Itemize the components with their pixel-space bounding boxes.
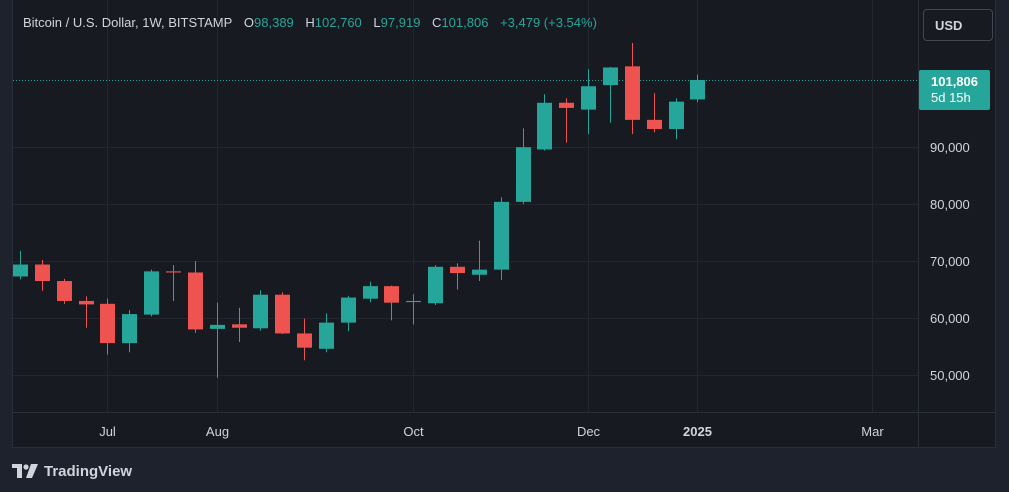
candle [188, 261, 203, 333]
candle-body [341, 297, 356, 323]
candle-body [35, 264, 50, 282]
candle [210, 302, 225, 378]
candle-body [13, 264, 28, 277]
candle [406, 294, 421, 325]
open-value: 98,389 [254, 15, 294, 30]
candle [384, 285, 399, 321]
x-tick-label: 2025 [683, 424, 712, 439]
last-price-value: 101,806 [931, 74, 978, 89]
candle-body [428, 266, 443, 304]
candle [35, 259, 50, 291]
x-tick-label: Oct [403, 424, 424, 439]
candle [537, 94, 552, 151]
x-tick-label: Aug [206, 424, 229, 439]
candle-body [297, 333, 312, 348]
candle [297, 318, 312, 361]
x-tick-label: Mar [861, 424, 884, 439]
x-tick-label: Jul [99, 424, 116, 439]
candle-body [537, 102, 552, 150]
low-value: 97,919 [380, 15, 421, 30]
candle [581, 69, 596, 135]
candle [494, 197, 509, 280]
low-label: L [373, 15, 381, 30]
open-label: O [243, 15, 255, 30]
y-tick-label: 50,000 [930, 368, 970, 383]
branding-name: TradingView [44, 462, 133, 480]
candle [625, 42, 640, 135]
candle [428, 265, 443, 305]
close-label: C [432, 15, 442, 30]
candle [647, 93, 662, 133]
candle [79, 296, 94, 328]
y-tick-label: 90,000 [930, 140, 970, 155]
candle [669, 98, 684, 140]
x-tick-label: Dec [577, 424, 601, 439]
candle [559, 98, 574, 143]
high-value: 102,760 [314, 15, 362, 30]
candle-body [494, 201, 509, 270]
y-tick-label: 70,000 [930, 254, 970, 269]
candle-body [144, 271, 159, 315]
candle-body [232, 324, 247, 328]
candle [275, 292, 290, 334]
candle-body [166, 271, 181, 273]
candle [690, 74, 705, 103]
y-tick-label: 80,000 [930, 197, 970, 212]
candle-body [472, 269, 487, 275]
tradingview-branding[interactable]: TradingView [12, 460, 132, 482]
y-tick-label: 60,000 [930, 311, 970, 326]
candlestick-chart[interactable]: 50,000 60,000 70,000 80,000 90,000 Jul Aug Oct D… [0, 0, 1009, 448]
candle [166, 265, 181, 301]
candle-body [210, 324, 225, 329]
candle-body [450, 266, 465, 274]
candle-body [603, 67, 618, 86]
candle-body [253, 294, 268, 329]
candle-body [625, 66, 640, 120]
candle-body [516, 147, 531, 202]
candle [603, 66, 618, 123]
candle-body [581, 86, 596, 110]
candle [363, 281, 378, 303]
candle [341, 295, 356, 332]
candle-body [188, 272, 203, 330]
candle [13, 250, 28, 280]
symbol-legend: Bitcoin / U.S. Dollar, 1W, BITSTAMP O98,… [23, 15, 597, 30]
bar-countdown: 5d 15h [931, 90, 971, 105]
candle-body [363, 286, 378, 299]
candle-body [406, 300, 421, 303]
candle [319, 313, 334, 353]
candle-body [79, 300, 94, 305]
candle-body [690, 79, 705, 100]
candle-body [669, 101, 684, 129]
axis-layer: 50,000 60,000 70,000 80,000 90,000 Jul Aug Oct D… [99, 140, 970, 439]
candle [516, 128, 531, 205]
candle-body [122, 314, 137, 344]
candle-layer [13, 42, 705, 378]
close-value: 101,806 [441, 15, 489, 30]
candle [253, 290, 268, 331]
candle-body [100, 303, 115, 344]
candle [450, 263, 465, 290]
symbol-title[interactable]: Bitcoin / U.S. Dollar, 1W, BITSTAMP [23, 15, 233, 30]
candle-body [559, 102, 574, 108]
currency-button[interactable]: USD [923, 9, 993, 41]
candle-body [319, 322, 334, 349]
last-price-tag: 101,806 5d 15h [919, 70, 990, 110]
candle [472, 240, 487, 282]
candle [232, 307, 247, 342]
candle [144, 269, 159, 317]
change-value: +3,479 (+3.54%) [500, 15, 597, 30]
currency-label: USD [935, 17, 963, 33]
candle [57, 278, 72, 304]
candle-body [384, 286, 399, 303]
candle [122, 310, 137, 353]
high-label: H [305, 15, 315, 30]
tradingview-logo-icon [12, 464, 38, 478]
candle-body [275, 294, 290, 334]
candle-body [57, 281, 72, 301]
candle [100, 298, 115, 355]
candle-body [647, 119, 662, 129]
